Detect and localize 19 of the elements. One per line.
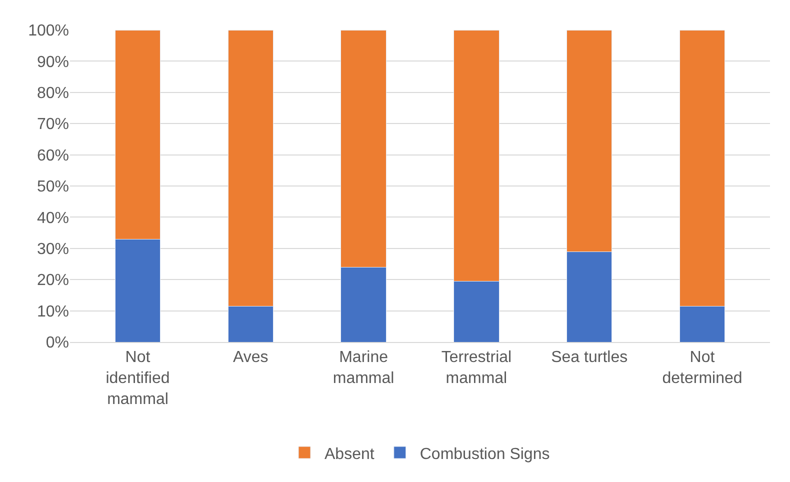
y-tick-label: 70% [36,116,69,134]
y-tick-label: 90% [36,54,69,71]
x-tick-label: Aves [233,349,268,366]
x-tick-label: Sea turtles [551,349,628,366]
y-tick-label: 40% [36,210,69,227]
y-tick-label: 20% [36,272,69,290]
y-tick-label: 0% [46,334,69,352]
legend-label: Combustion Signs [420,446,550,463]
x-tick-label: Not identified mammal [106,349,170,408]
y-tick-label: 50% [36,178,69,196]
x-tick-label: Marine mammal [332,349,394,387]
y-tick-label: 60% [36,147,69,164]
y-tick-label: 100% [28,22,69,40]
legend-label: Absent [324,446,375,463]
y-tick-label: 30% [36,241,69,258]
x-tick-label: Not determined [662,349,742,387]
y-tick-label: 10% [36,303,69,320]
x-tick-label: Terrestrial mammal [441,349,512,387]
y-tick-label: 80% [36,85,69,102]
